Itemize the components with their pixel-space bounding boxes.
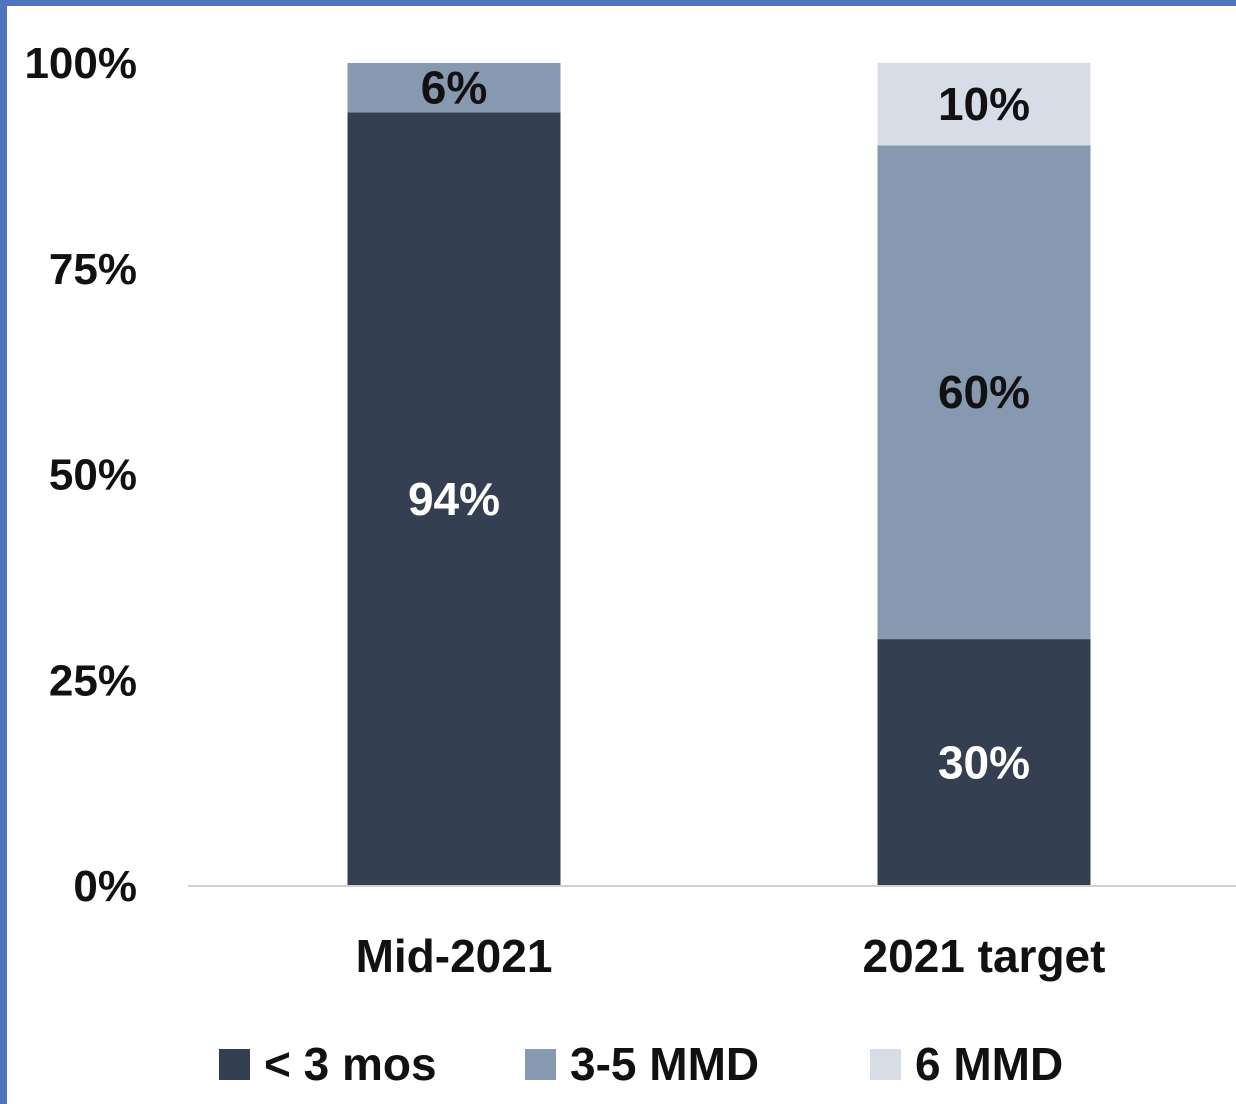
y-axis: 0% 25% 50% 75% 100% (24, 39, 137, 911)
data-label: 94% (408, 473, 500, 525)
legend-label: < 3 mos (264, 1038, 437, 1090)
bar-segment (347, 112, 561, 886)
legend-swatch (870, 1049, 901, 1080)
data-label: 10% (938, 78, 1030, 130)
x-axis: Mid-2021 2021 target (356, 930, 1106, 982)
plot-area: 94% 6% 30% 60% 10% (347, 62, 1091, 886)
y-tick-label: 25% (49, 656, 137, 705)
data-label: 60% (938, 366, 1030, 418)
legend-label: 6 MMD (915, 1038, 1063, 1090)
legend-label: 3-5 MMD (570, 1038, 759, 1090)
bar-segment (877, 639, 1091, 886)
legend-swatch (219, 1049, 250, 1080)
data-label: 6% (421, 62, 487, 114)
bar-segment (877, 63, 1091, 146)
y-tick-label: 0% (73, 862, 137, 911)
x-category-label: Mid-2021 (356, 930, 553, 982)
legend-swatch (525, 1049, 556, 1080)
data-label: 30% (938, 737, 1030, 789)
bar-segment (347, 63, 561, 113)
legend: < 3 mos 3-5 MMD 6 MMD (219, 1038, 1063, 1090)
bar-segment (877, 145, 1091, 640)
y-tick-label: 50% (49, 451, 137, 500)
y-tick-label: 75% (49, 245, 137, 294)
y-tick-label: 100% (24, 39, 137, 88)
x-category-label: 2021 target (863, 930, 1106, 982)
